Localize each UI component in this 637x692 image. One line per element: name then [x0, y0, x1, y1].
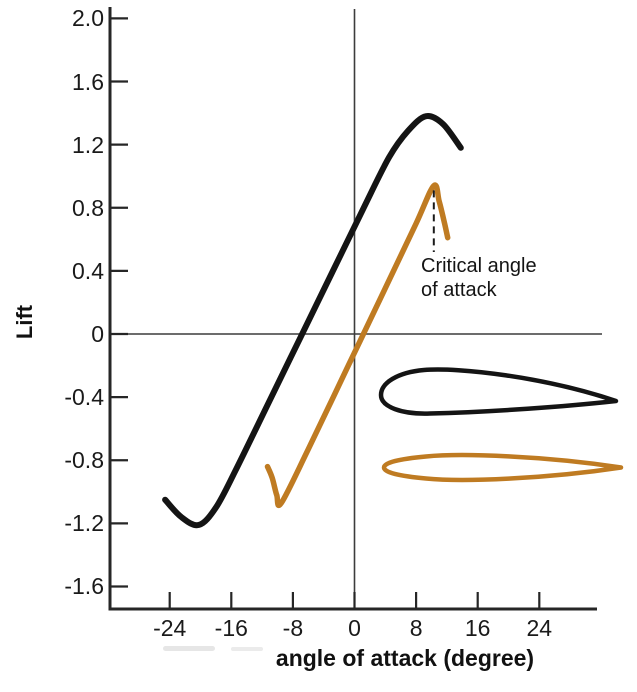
y-tick-label: -1.2 — [64, 510, 104, 537]
y-tick-label: -0.8 — [64, 447, 104, 474]
x-tick-label: -16 — [214, 615, 248, 641]
critical-angle-annotation: Critical angle of attack — [421, 254, 537, 302]
symmetric-airfoil-lift-curve — [264, 182, 451, 509]
smudge-mark — [163, 646, 215, 651]
symmetric-airfoil-profile — [381, 452, 624, 483]
cambered-airfoil-lift-curve — [162, 113, 464, 529]
y-tick-label: 0.8 — [72, 194, 104, 221]
y-tick-label: 2.0 — [72, 5, 104, 32]
y-tick-label: 1.2 — [72, 131, 104, 158]
annotation-line-2: of attack — [421, 279, 497, 301]
cambered-airfoil-profile — [378, 367, 619, 416]
y-tick-label: 0 — [91, 321, 104, 347]
y-tick-label: 1.6 — [72, 68, 104, 95]
x-tick-label: -24 — [153, 615, 187, 641]
y-tick-label: 0.4 — [72, 257, 104, 284]
annotation-line-1: Critical angle — [421, 255, 537, 277]
smudge-mark — [231, 647, 263, 651]
x-tick-label: -8 — [282, 615, 304, 641]
y-axis-title: Lift — [12, 304, 37, 340]
y-tick-label: -1.6 — [64, 573, 104, 600]
x-axis-title: angle of attack (degree) — [275, 645, 535, 671]
y-tick-label: -0.4 — [64, 384, 104, 411]
x-tick-label: 0 — [348, 615, 361, 641]
x-tick-label: 16 — [464, 615, 491, 641]
x-tick-label: 24 — [526, 615, 553, 641]
x-tick-label: 8 — [409, 615, 423, 641]
